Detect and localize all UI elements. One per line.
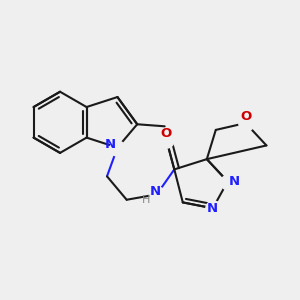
Text: H: H xyxy=(142,195,151,205)
Text: O: O xyxy=(161,127,172,140)
Text: O: O xyxy=(240,110,251,123)
Text: N: N xyxy=(207,202,218,215)
Text: N: N xyxy=(105,138,116,151)
Text: N: N xyxy=(150,185,161,198)
Text: N: N xyxy=(229,175,240,188)
